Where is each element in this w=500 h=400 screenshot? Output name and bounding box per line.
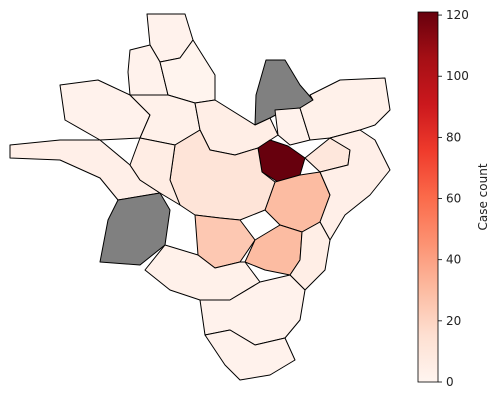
region-no-data-west (99, 192, 171, 266)
region-center (169, 129, 276, 221)
colorbar-tick-label: 60 (446, 192, 461, 206)
region-southeast (289, 221, 331, 291)
colorbar-tick-label: 0 (446, 375, 454, 389)
colorbar-gradient (417, 11, 439, 383)
region-north-east (299, 77, 391, 141)
colorbar-ticks: 0 20 40 60 80 100 120 (438, 8, 469, 389)
colorbar-tick-label: 120 (446, 8, 469, 22)
region-north-right (274, 107, 311, 146)
region-far-south (204, 329, 296, 381)
colorbar-tick-label: 80 (446, 130, 461, 144)
colorbar-tick-label: 20 (446, 314, 461, 328)
region-south-center-right (244, 224, 303, 276)
colorbar-tick-label: 100 (446, 69, 469, 83)
colorbar: 0 20 40 60 80 100 120 Case count (417, 8, 490, 389)
map-regions (9, 13, 391, 381)
colorbar-tick-label: 40 (446, 253, 461, 267)
colorbar-title: Case count (476, 163, 490, 230)
